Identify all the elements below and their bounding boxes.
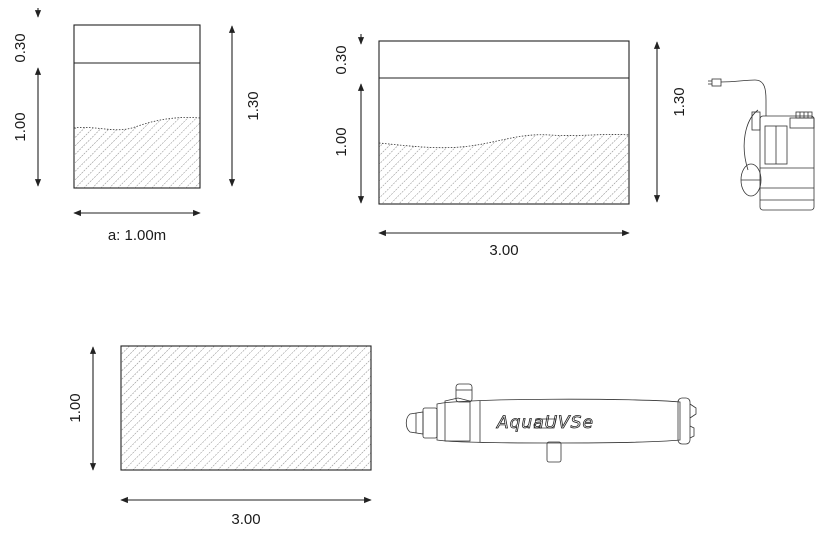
tank-small-water-surface [73,117,201,131]
uv-sterilizer-icon: AquaUVSe [405,383,697,463]
dim-label-top-small: 0.30 [12,33,29,62]
tank-large-water [379,134,629,204]
plan-view-outline [120,345,372,471]
dim-label-width-large: 3.00 [489,242,518,259]
tank-large-section: 0.30 1.00 1.30 3.00 [333,34,688,259]
dim-label-top-large: 0.30 [333,45,350,74]
dim-label-total-small: 1.30 [245,91,262,120]
tank-small-water [74,117,200,188]
plan-view: 1.00 3.00 [67,345,372,528]
dim-label-water-small: 1.00 [12,112,29,141]
dim-label-depth-plan: 1.00 [67,393,84,422]
dim-label-water-large: 1.00 [333,127,350,156]
dim-label-total-large: 1.30 [671,87,688,116]
tank-small-section: 0.30 1.00 1.30 a: 1.00m [12,8,262,244]
dim-label-width-plan: 3.00 [231,511,260,528]
dim-label-width-small: a: 1.00m [108,227,166,244]
plan-view-water [121,346,371,470]
tank-large-water-surface [378,134,630,149]
submersible-pump-icon [708,78,815,211]
uv-brand-text: AquaUVSe [496,413,594,433]
